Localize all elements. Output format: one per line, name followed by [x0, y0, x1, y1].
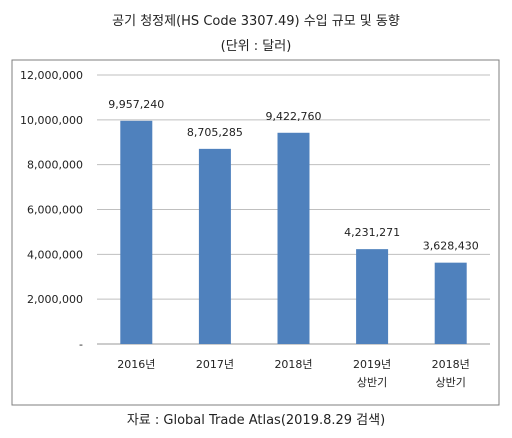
x-tick-label: 상반기 [436, 376, 466, 389]
y-tick-label: 4,000,000 [27, 248, 83, 261]
x-tick-label: 2018년 [432, 358, 470, 371]
chart-subtitle: (단위 : 달러) [220, 39, 292, 54]
y-tick-label: - [79, 338, 83, 351]
x-tick-label: 상반기 [357, 376, 387, 389]
y-tick-label: 12,000,000 [20, 69, 83, 82]
bar [277, 132, 310, 344]
bar [120, 120, 153, 344]
data-label: 4,231,271 [344, 226, 400, 239]
x-tick-label: 2016년 [117, 358, 155, 371]
bar [434, 262, 467, 344]
chart-frame [11, 59, 500, 406]
bar [198, 148, 231, 344]
data-label: 9,957,240 [108, 98, 164, 111]
bar [356, 249, 389, 344]
data-label: 9,422,760 [266, 110, 322, 123]
x-tick-label: 2018년 [274, 358, 312, 371]
data-label: 3,628,430 [423, 240, 479, 253]
y-tick-label: 10,000,000 [20, 114, 83, 127]
x-tick-label: 2017년 [196, 358, 234, 371]
chart-title: 공기 청정제(HS Code 3307.49) 수입 규모 및 동향 [112, 14, 400, 29]
data-label: 8,705,285 [187, 126, 243, 139]
x-tick-label: 2019년 [353, 358, 391, 371]
y-tick-label: 8,000,000 [27, 159, 83, 172]
y-tick-label: 6,000,000 [27, 204, 83, 217]
y-tick-label: 2,000,000 [27, 293, 83, 306]
source-note: 자료 : Global Trade Atlas(2019.8.29 검색) [126, 413, 386, 428]
